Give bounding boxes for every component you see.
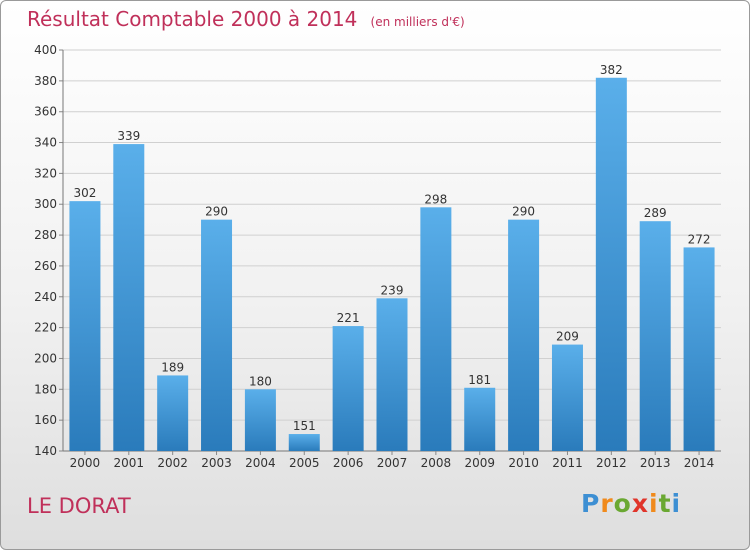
x-tick-label-2006: 2006 xyxy=(333,456,364,470)
x-tick-label-2005: 2005 xyxy=(289,456,320,470)
y-tick-label: 380 xyxy=(34,74,57,88)
y-tick-label: 360 xyxy=(34,105,57,119)
bar-2014 xyxy=(683,247,715,451)
bar-2012 xyxy=(595,77,627,451)
x-tick-label-2007: 2007 xyxy=(377,456,408,470)
bar-2010 xyxy=(508,219,540,451)
chart-title-row: Résultat Comptable 2000 à 2014 (en milli… xyxy=(27,7,465,31)
value-label-2009: 181 xyxy=(468,373,491,387)
x-tick-label-2010: 2010 xyxy=(508,456,539,470)
x-tick-label-2009: 2009 xyxy=(464,456,495,470)
value-label-2012: 382 xyxy=(600,63,623,77)
y-tick-label: 160 xyxy=(34,413,57,427)
bar-2001 xyxy=(113,144,145,452)
value-label-2001: 339 xyxy=(117,129,140,143)
bar-2008 xyxy=(420,207,452,451)
y-tick-label: 320 xyxy=(34,166,57,180)
x-tick-label-2000: 2000 xyxy=(70,456,101,470)
bar-2004 xyxy=(244,389,276,451)
x-tick-label-2008: 2008 xyxy=(421,456,452,470)
bar-2003 xyxy=(201,219,233,451)
bar-2002 xyxy=(157,375,189,451)
y-tick-label: 240 xyxy=(34,290,57,304)
x-tick-label-2003: 2003 xyxy=(201,456,232,470)
y-tick-label: 340 xyxy=(34,136,57,150)
x-tick-label-2011: 2011 xyxy=(552,456,583,470)
bar-2006 xyxy=(332,326,364,451)
bar-2005 xyxy=(288,434,320,451)
bar-2000 xyxy=(69,201,101,451)
value-label-2004: 180 xyxy=(249,374,272,388)
value-label-2014: 272 xyxy=(688,232,711,246)
bar-chart: 140 160 180 200 220 240 260 280 300 320 340 360 380 4… xyxy=(34,43,721,470)
bar-2013 xyxy=(639,221,671,451)
value-label-2007: 239 xyxy=(381,283,404,297)
value-label-2000: 302 xyxy=(73,186,96,200)
bar-2007 xyxy=(376,298,408,451)
y-tick-label: 200 xyxy=(34,351,57,365)
x-tick-label-2014: 2014 xyxy=(684,456,715,470)
x-tick-label-2012: 2012 xyxy=(596,456,627,470)
y-tick-label: 220 xyxy=(34,321,57,335)
y-tick-label: 400 xyxy=(34,43,57,57)
y-tick-label: 180 xyxy=(34,382,57,396)
value-label-2003: 290 xyxy=(205,205,228,219)
y-tick-label: 260 xyxy=(34,259,57,273)
bar-2011 xyxy=(551,344,583,451)
chart-unit: (en milliers d'€) xyxy=(370,15,465,29)
place-name: LE DORAT xyxy=(27,494,131,518)
x-tick-label-2013: 2013 xyxy=(640,456,671,470)
y-tick-label: 300 xyxy=(34,197,57,211)
value-label-2006: 221 xyxy=(337,311,360,325)
value-label-2013: 289 xyxy=(644,206,667,220)
value-label-2008: 298 xyxy=(424,192,447,206)
value-label-2002: 189 xyxy=(161,360,184,374)
chart-title: Résultat Comptable 2000 à 2014 xyxy=(27,7,358,31)
value-label-2005: 151 xyxy=(293,419,316,433)
proxiti-logo: Proxiti xyxy=(581,489,682,518)
y-tick-label: 280 xyxy=(34,228,57,242)
value-label-2010: 290 xyxy=(512,205,535,219)
x-tick-label-2001: 2001 xyxy=(114,456,145,470)
x-tick-label-2004: 2004 xyxy=(245,456,276,470)
bar-2009 xyxy=(464,387,496,451)
y-tick-label: 140 xyxy=(34,444,57,458)
value-label-2011: 209 xyxy=(556,330,579,344)
x-tick-label-2002: 2002 xyxy=(157,456,188,470)
